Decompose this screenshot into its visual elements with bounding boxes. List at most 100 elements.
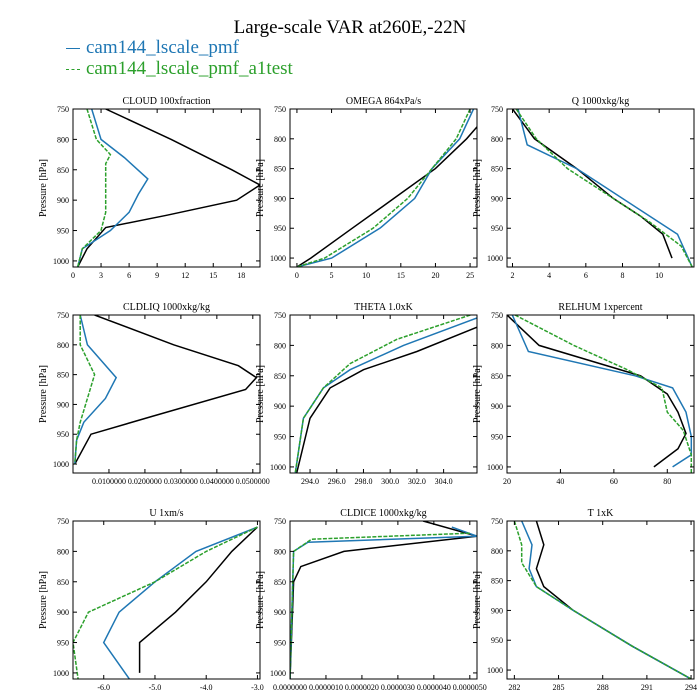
x-tick-label: 60 (610, 477, 618, 486)
y-tick-label: 900 (57, 196, 69, 205)
x-tick-label: 5 (330, 271, 334, 280)
y-tick-label: 950 (491, 224, 503, 233)
y-tick-label: 800 (491, 135, 503, 144)
y-tick-label: 950 (274, 433, 286, 442)
y-tick-label: 950 (274, 639, 286, 648)
y-tick-label: 850 (57, 166, 69, 175)
y-tick-label: 800 (274, 135, 286, 144)
x-tick-label: 4 (547, 271, 551, 280)
panel-title: RELHUM 1xpercent (558, 302, 642, 313)
y-tick-label: 850 (274, 578, 286, 587)
x-tick-label: 0 (295, 271, 299, 280)
legend-entry-1: cam144_lscale_pmf (66, 37, 239, 59)
x-tick-label: 0.0300000 (164, 477, 198, 486)
y-tick-label: 850 (491, 165, 503, 174)
series-green-line (514, 315, 693, 473)
panel-title: THETA 1.0xK (354, 302, 413, 313)
y-tick-label: 950 (491, 433, 503, 442)
series-blue-line (521, 521, 692, 679)
y-tick-label: 750 (57, 311, 69, 320)
x-tick-label: 0.0000020 (345, 683, 379, 692)
series-green-line (294, 315, 471, 473)
x-tick-label: 18 (237, 271, 245, 280)
panel-3: Q 1000xkg/kg Pressure [hPa] 750 800 850 900 95… (472, 96, 695, 280)
y-tick-label: 750 (491, 311, 503, 320)
y-tick-label: 1000 (53, 669, 69, 678)
legend-entry-2: cam144_lscale_pmf_a1test (66, 58, 293, 80)
x-tick-label: 9 (155, 271, 159, 280)
x-tick-label: 300.0 (381, 477, 399, 486)
y-axis-label: Pressure [hPa] (255, 365, 266, 423)
series-black-line (296, 126, 477, 267)
y-axis-label: Pressure [hPa] (38, 365, 49, 423)
x-tick-label: 0.0000010 (309, 683, 343, 692)
panel-5: THETA 1.0xK Pressure [hPa] 750 800 850 900 950… (255, 302, 478, 486)
x-tick-label: 10 (362, 271, 370, 280)
panel-title: T 1xK (588, 508, 614, 519)
y-tick-label: 1000 (270, 463, 286, 472)
y-tick-label: 950 (274, 224, 286, 233)
x-tick-label: 298.0 (354, 477, 372, 486)
plot-frame (289, 520, 478, 680)
y-tick-label: 800 (57, 547, 69, 556)
y-tick-label: 750 (274, 517, 286, 526)
x-tick-label: 2 (511, 271, 515, 280)
x-tick-label: -3.0 (251, 683, 264, 692)
plot-frame (506, 520, 695, 680)
y-tick-label: 750 (274, 105, 286, 114)
y-tick-label: 950 (57, 639, 69, 648)
y-tick-label: 1000 (487, 666, 503, 675)
y-tick-label: 950 (491, 636, 503, 645)
legend-label-2: cam144_lscale_pmf_a1test (86, 58, 293, 79)
y-tick-label: 900 (274, 608, 286, 617)
plot-frame (72, 314, 261, 474)
x-tick-label: 25 (466, 271, 474, 280)
panel-title: Q 1000xkg/kg (572, 96, 630, 107)
y-tick-label: 850 (491, 372, 503, 381)
x-tick-label: 294.0 (301, 477, 319, 486)
y-tick-label: 750 (57, 105, 69, 114)
panel-title: OMEGA 864xPa/s (346, 96, 421, 107)
series-green-line (74, 315, 96, 465)
x-tick-label: 3 (99, 271, 103, 280)
y-tick-label: 850 (274, 372, 286, 381)
series-green-line (296, 109, 471, 267)
series-blue-line (294, 317, 477, 473)
y-axis-label: Pressure [hPa] (472, 571, 483, 629)
x-tick-label: 0 (71, 271, 75, 280)
y-tick-label: 850 (274, 165, 286, 174)
series-blue-line (517, 109, 693, 267)
x-tick-label: 0.0400000 (200, 477, 234, 486)
y-tick-label: 800 (57, 341, 69, 350)
series-black-line (77, 109, 260, 267)
series-green-line (513, 521, 692, 679)
plot-frame (289, 108, 478, 268)
series-blue-line (74, 315, 118, 465)
x-tick-label: 10 (655, 271, 663, 280)
x-tick-label: 80 (663, 477, 671, 486)
series-black-line (295, 326, 477, 473)
x-tick-label: 0.0000050 (453, 683, 487, 692)
y-tick-label: 800 (274, 341, 286, 350)
series-black-line (138, 526, 258, 673)
series-black-line (507, 315, 687, 468)
y-tick-label: 1000 (487, 463, 503, 472)
y-tick-label: 900 (274, 194, 286, 203)
series-blue-line (290, 526, 477, 679)
x-tick-label: 6 (584, 271, 588, 280)
x-tick-label: 288 (597, 683, 609, 692)
y-axis-label: Pressure [hPa] (38, 571, 49, 629)
y-tick-label: 1000 (270, 254, 286, 263)
panel-title: CLOUD 100xfraction (122, 96, 210, 107)
y-tick-label: 1000 (487, 254, 503, 263)
y-axis-label: Pressure [hPa] (38, 159, 49, 217)
legend-label-1: cam144_lscale_pmf (86, 37, 240, 58)
x-tick-label: 282 (508, 683, 520, 692)
x-tick-label: -4.0 (200, 683, 213, 692)
series-black-line (535, 521, 692, 679)
x-tick-label: 285 (553, 683, 565, 692)
panel-2: OMEGA 864xPa/s Pressure [hPa] 750 800 850 900… (255, 96, 478, 280)
x-tick-label: 291 (641, 683, 653, 692)
series-blue-line (511, 315, 693, 468)
